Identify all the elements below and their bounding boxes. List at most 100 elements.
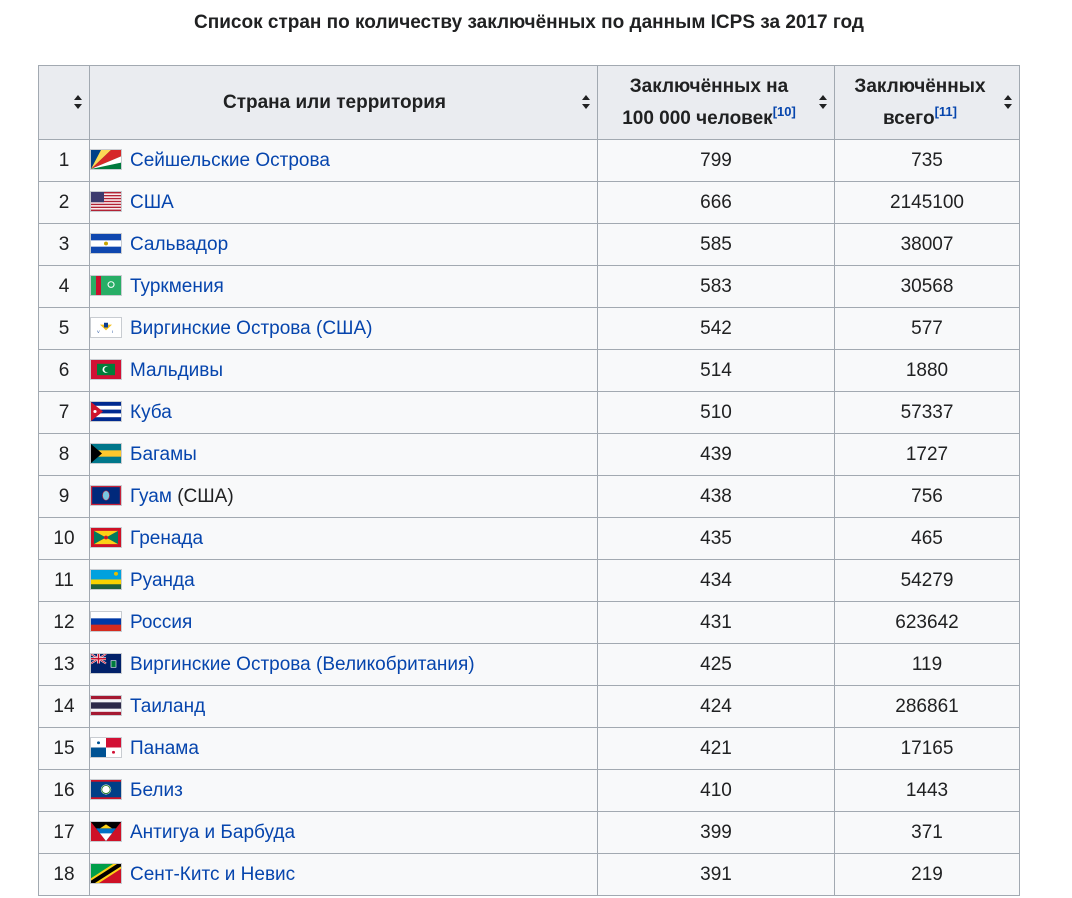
total-cell: 371 [834, 811, 1020, 854]
country-cell: Сейшельские Острова [89, 139, 598, 182]
country-link[interactable]: Сент-Китс и Невис [130, 864, 296, 885]
total-cell: 54279 [834, 559, 1020, 602]
country-link[interactable]: Россия [130, 612, 193, 633]
belize-flag-icon[interactable] [90, 779, 122, 800]
total-cell: 30568 [834, 265, 1020, 308]
country-cell: Куба [89, 391, 598, 434]
country-link[interactable]: Панама [130, 738, 199, 759]
total-cell: 286861 [834, 685, 1020, 728]
country-cell: Виргинские Острова (Великобритания) [89, 643, 598, 686]
total-cell: 17165 [834, 727, 1020, 770]
svg-text:V: V [97, 329, 100, 334]
country-cell: США [89, 181, 598, 224]
rate-cell: 585 [597, 223, 835, 266]
svg-text:I: I [112, 329, 113, 334]
rank-column-header[interactable] [38, 65, 90, 140]
reference-link-10[interactable]: [10] [772, 103, 796, 119]
rank-cell: 13 [38, 643, 90, 686]
country-cell: Таиланд [89, 685, 598, 728]
country-link[interactable]: Виргинские Острова (Великобритания) [130, 654, 475, 675]
total-cell: 1880 [834, 349, 1020, 392]
country-link[interactable]: Туркмения [130, 276, 224, 297]
seychelles-flag-icon[interactable] [90, 149, 122, 170]
country-cell: Антигуа и Барбуда [89, 811, 598, 854]
bahamas-flag-icon[interactable] [90, 443, 122, 464]
maldives-flag-icon[interactable] [90, 359, 122, 380]
thailand-flag-icon[interactable] [90, 695, 122, 716]
rate-cell: 431 [597, 601, 835, 644]
country-link[interactable]: Виргинские Острова (США) [130, 318, 373, 339]
reference-link-11[interactable]: [11] [934, 103, 957, 119]
country-cell: Багамы [89, 433, 598, 476]
total-cell: 57337 [834, 391, 1020, 434]
country-cell: Панама [89, 727, 598, 770]
rate-cell: 410 [597, 769, 835, 812]
country-link[interactable]: Сейшельские Острова [130, 150, 330, 171]
rank-cell: 18 [38, 853, 90, 896]
country-cell: Гренада [89, 517, 598, 560]
country-cell: Мальдивы [89, 349, 598, 392]
rank-cell: 9 [38, 475, 90, 518]
total-cell: 38007 [834, 223, 1020, 266]
country-link[interactable]: Сальвадор [130, 234, 229, 255]
total-cell: 465 [834, 517, 1020, 560]
panama-flag-icon[interactable] [90, 737, 122, 758]
rwanda-flag-icon[interactable] [90, 569, 122, 590]
country-link[interactable]: Белиз [130, 780, 183, 801]
rank-cell: 10 [38, 517, 90, 560]
country-header-label: Страна или территория [222, 91, 447, 113]
saint-kitts-nevis-flag-icon[interactable] [90, 863, 122, 884]
table-row: 17 Антигуа и Барбуда 399 371 [38, 811, 1020, 854]
rate-column-header[interactable]: Заключённых на 100 000 человек[10] [597, 65, 835, 140]
table-row: 5 V I Виргинские Острова (США) 542 577 [38, 307, 1020, 350]
country-cell: Руанда [89, 559, 598, 602]
guam-flag-icon[interactable] [90, 485, 122, 506]
table-caption: Список стран по количеству заключённых п… [194, 12, 864, 33]
el-salvador-flag-icon[interactable] [90, 233, 122, 254]
table-row: 8 Багамы 439 1727 [38, 433, 1020, 476]
rate-cell: 510 [597, 391, 835, 434]
usa-flag-icon[interactable] [90, 191, 122, 212]
total-header-line2: всего [882, 107, 935, 129]
country-link[interactable]: Куба [130, 402, 172, 423]
country-link[interactable]: Багамы [130, 444, 197, 465]
country-link[interactable]: Руанда [130, 570, 195, 591]
rate-cell: 666 [597, 181, 835, 224]
rate-cell: 439 [597, 433, 835, 476]
country-link[interactable]: Таиланд [130, 696, 206, 717]
russia-flag-icon[interactable] [90, 611, 122, 632]
rate-cell: 514 [597, 349, 835, 392]
sort-icon [1004, 95, 1012, 109]
grenada-flag-icon[interactable] [90, 527, 122, 548]
rate-cell: 435 [597, 517, 835, 560]
rate-cell: 399 [597, 811, 835, 854]
table-row: 2 США 666 2145100 [38, 181, 1020, 224]
country-link[interactable]: Мальдивы [130, 360, 224, 381]
table-row: 10 Гренада 435 465 [38, 517, 1020, 560]
turkmenistan-flag-icon[interactable] [90, 275, 122, 296]
table-row: 16 Белиз 410 1443 [38, 769, 1020, 812]
country-column-header[interactable]: Страна или территория [89, 65, 598, 140]
british-virgin-islands-flag-icon[interactable] [90, 653, 122, 674]
sort-icon [582, 95, 590, 109]
cuba-flag-icon[interactable] [90, 401, 122, 422]
country-link[interactable]: Антигуа и Барбуда [130, 822, 296, 843]
rank-cell: 14 [38, 685, 90, 728]
rate-cell: 799 [597, 139, 835, 182]
total-cell: 2145100 [834, 181, 1020, 224]
country-link[interactable]: Гренада [130, 528, 204, 549]
rate-cell: 542 [597, 307, 835, 350]
rank-cell: 4 [38, 265, 90, 308]
total-column-header[interactable]: Заключённых всего[11] [834, 65, 1020, 140]
antigua-barbuda-flag-icon[interactable] [90, 821, 122, 842]
country-link[interactable]: США [130, 192, 174, 213]
country-cell: Сент-Китс и Невис [89, 853, 598, 896]
rank-cell: 15 [38, 727, 90, 770]
total-cell: 219 [834, 853, 1020, 896]
rate-cell: 391 [597, 853, 835, 896]
country-link[interactable]: Гуам [130, 486, 172, 507]
table-row: 4 Туркмения 583 30568 [38, 265, 1020, 308]
rate-cell: 434 [597, 559, 835, 602]
header-row: Страна или территория Заключённых на 100… [38, 65, 1020, 140]
